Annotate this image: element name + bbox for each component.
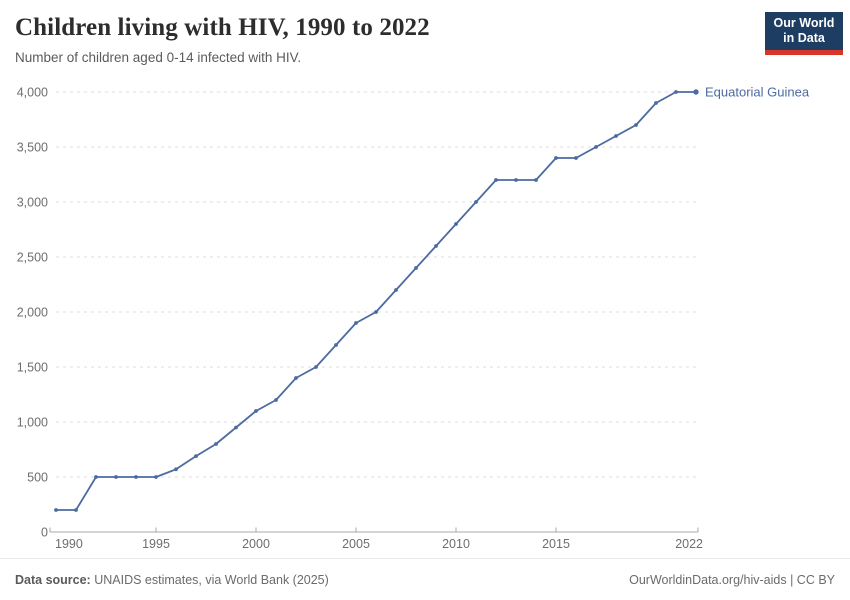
chart-subtitle: Number of children aged 0-14 infected wi… <box>15 50 302 65</box>
y-axis-tick-label: 2,500 <box>17 251 48 265</box>
data-point[interactable] <box>314 365 318 369</box>
data-point[interactable] <box>654 101 658 105</box>
x-axis-tick-label: 2022 <box>675 537 703 551</box>
data-point[interactable] <box>194 454 198 458</box>
data-point[interactable] <box>334 343 338 347</box>
data-point-end[interactable] <box>693 89 699 95</box>
data-point[interactable] <box>414 266 418 270</box>
data-point[interactable] <box>454 222 458 226</box>
y-axis-tick-label: 3,000 <box>17 196 48 210</box>
series-end-label[interactable]: Equatorial Guinea <box>705 85 810 100</box>
y-axis-tick-label: 4,000 <box>17 86 48 100</box>
data-source-note: Data source: UNAIDS estimates, via World… <box>15 573 329 587</box>
data-point[interactable] <box>434 244 438 248</box>
data-point[interactable] <box>394 288 398 292</box>
x-axis-tick-label: 1995 <box>142 537 170 551</box>
data-point[interactable] <box>94 475 98 479</box>
data-point[interactable] <box>114 475 118 479</box>
data-point[interactable] <box>494 178 498 182</box>
trend-line[interactable] <box>55 91 697 511</box>
data-point[interactable] <box>214 442 218 446</box>
data-source-label: Data source: <box>15 572 91 587</box>
chart-title: Children living with HIV, 1990 to 2022 <box>15 14 430 41</box>
data-point[interactable] <box>514 178 518 182</box>
chart-footer: Data source: UNAIDS estimates, via World… <box>0 558 850 600</box>
y-axis-tick-label: 500 <box>27 471 48 485</box>
data-point[interactable] <box>54 508 58 512</box>
x-axis-tick-label: 2005 <box>342 537 370 551</box>
x-axis-tick-label: 2015 <box>542 537 570 551</box>
data-point[interactable] <box>274 398 278 402</box>
data-point[interactable] <box>154 475 158 479</box>
data-source-text: UNAIDS estimates, via World Bank (2025) <box>94 572 329 587</box>
data-point[interactable] <box>674 90 678 94</box>
data-point[interactable] <box>574 156 578 160</box>
y-axis-tick-label: 1,500 <box>17 361 48 375</box>
data-point[interactable] <box>254 409 258 413</box>
data-point[interactable] <box>294 376 298 380</box>
license-note: OurWorldinData.org/hiv-aids | CC BY <box>629 572 835 587</box>
y-axis-tick-label: 1,000 <box>17 416 48 430</box>
data-point[interactable] <box>634 123 638 127</box>
data-point[interactable] <box>594 145 598 149</box>
x-axis-tick-label: 1990 <box>55 537 83 551</box>
data-point[interactable] <box>554 156 558 160</box>
owid-logo-line1: Our World <box>773 16 835 30</box>
y-axis-tick-label: 2,000 <box>17 306 48 320</box>
data-point[interactable] <box>374 310 378 314</box>
owid-logo[interactable]: Our World in Data <box>765 12 843 55</box>
line-chart: 0 500 1,000 1,500 2,000 2,500 3,000 3,500 4,000 1… <box>17 85 810 552</box>
y-axis-tick-label: 3,500 <box>17 141 48 155</box>
data-point[interactable] <box>134 475 138 479</box>
data-point[interactable] <box>174 467 178 472</box>
data-point[interactable] <box>354 321 358 325</box>
data-point[interactable] <box>474 200 478 204</box>
x-axis-tick-label: 2010 <box>442 537 470 551</box>
x-axis-tick-label: 2000 <box>242 537 270 551</box>
data-point[interactable] <box>534 178 538 182</box>
y-axis-tick-label: 0 <box>41 526 48 540</box>
data-point[interactable] <box>234 425 238 430</box>
data-point[interactable] <box>614 134 618 138</box>
owid-logo-line2: in Data <box>783 31 825 45</box>
data-point[interactable] <box>74 508 78 512</box>
